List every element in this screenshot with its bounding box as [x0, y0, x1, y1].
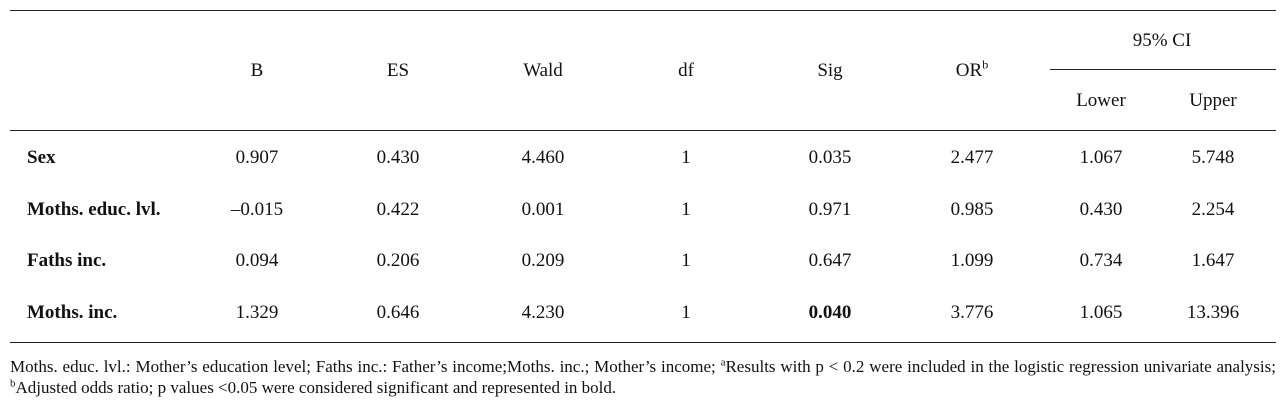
cell-es: 0.430 [376, 147, 420, 168]
cell-df: 1 [681, 199, 691, 220]
table-top-rule [10, 10, 1276, 11]
header-bottom-rule [10, 130, 1276, 131]
col-header-b: B [250, 60, 264, 81]
cell-sig: 0.035 [808, 147, 852, 168]
col-header-upper: Upper [1189, 90, 1237, 111]
table-footnote: Moths. educ. lvl.: Mother’s education le… [10, 356, 1276, 398]
footnote-a-text: Results with p < 0.2 were included in th… [725, 357, 1276, 376]
footnote-marker-a: a [720, 356, 726, 369]
cell-sig: 0.971 [808, 199, 852, 220]
cell-or: 0.985 [950, 199, 994, 220]
cell-upper: 2.254 [1191, 199, 1235, 220]
ci-group-rule [1050, 69, 1276, 70]
row-label: Moths. educ. lvl. [27, 199, 161, 220]
col-header-df: df [678, 60, 694, 81]
cell-b: 0.094 [235, 250, 279, 271]
cell-sig: 0.647 [808, 250, 852, 271]
footnote-b-text: Adjusted odds ratio; p values <0.05 were… [15, 378, 617, 397]
cell-es: 0.646 [376, 302, 420, 323]
col-header-es: ES [386, 60, 410, 81]
footnote-abbreviations: Moths. educ. lvl.: Mother’s education le… [10, 357, 721, 376]
row-label: Sex [27, 147, 56, 168]
cell-lower: 0.734 [1079, 250, 1123, 271]
col-group-ci: 95% CI [1132, 30, 1192, 51]
cell-wald: 4.460 [521, 147, 565, 168]
cell-lower: 1.065 [1079, 302, 1123, 323]
cell-sig-significant: 0.040 [808, 302, 852, 323]
cell-or: 2.477 [950, 147, 994, 168]
row-label: Moths. inc. [27, 302, 118, 323]
cell-b: 0.907 [235, 147, 279, 168]
col-header-wald: Wald [523, 60, 563, 81]
cell-wald: 4.230 [521, 302, 565, 323]
cell-or: 1.099 [950, 250, 994, 271]
cell-df: 1 [681, 147, 691, 168]
table-bottom-rule [10, 342, 1276, 343]
footnote-marker-b: b [10, 377, 16, 390]
cell-upper: 1.647 [1191, 250, 1235, 271]
cell-b: 1.329 [235, 302, 279, 323]
cell-df: 1 [681, 250, 691, 271]
cell-lower: 0.430 [1079, 199, 1123, 220]
or-superscript: b [982, 57, 989, 72]
cell-upper: 5.748 [1191, 147, 1235, 168]
cell-upper: 13.396 [1186, 302, 1240, 323]
col-header-sig: Sig [817, 60, 843, 81]
or-label: OR [955, 60, 983, 81]
cell-es: 0.206 [376, 250, 420, 271]
row-label: Faths inc. [27, 250, 107, 271]
cell-df: 1 [681, 302, 691, 323]
cell-wald: 0.001 [521, 199, 565, 220]
cell-b: –0.015 [230, 199, 284, 220]
cell-lower: 1.067 [1079, 147, 1123, 168]
col-header-or: ORb [955, 57, 989, 82]
cell-or: 3.776 [950, 302, 994, 323]
cell-wald: 0.209 [521, 250, 565, 271]
cell-es: 0.422 [376, 199, 420, 220]
col-header-lower: Lower [1076, 90, 1126, 111]
